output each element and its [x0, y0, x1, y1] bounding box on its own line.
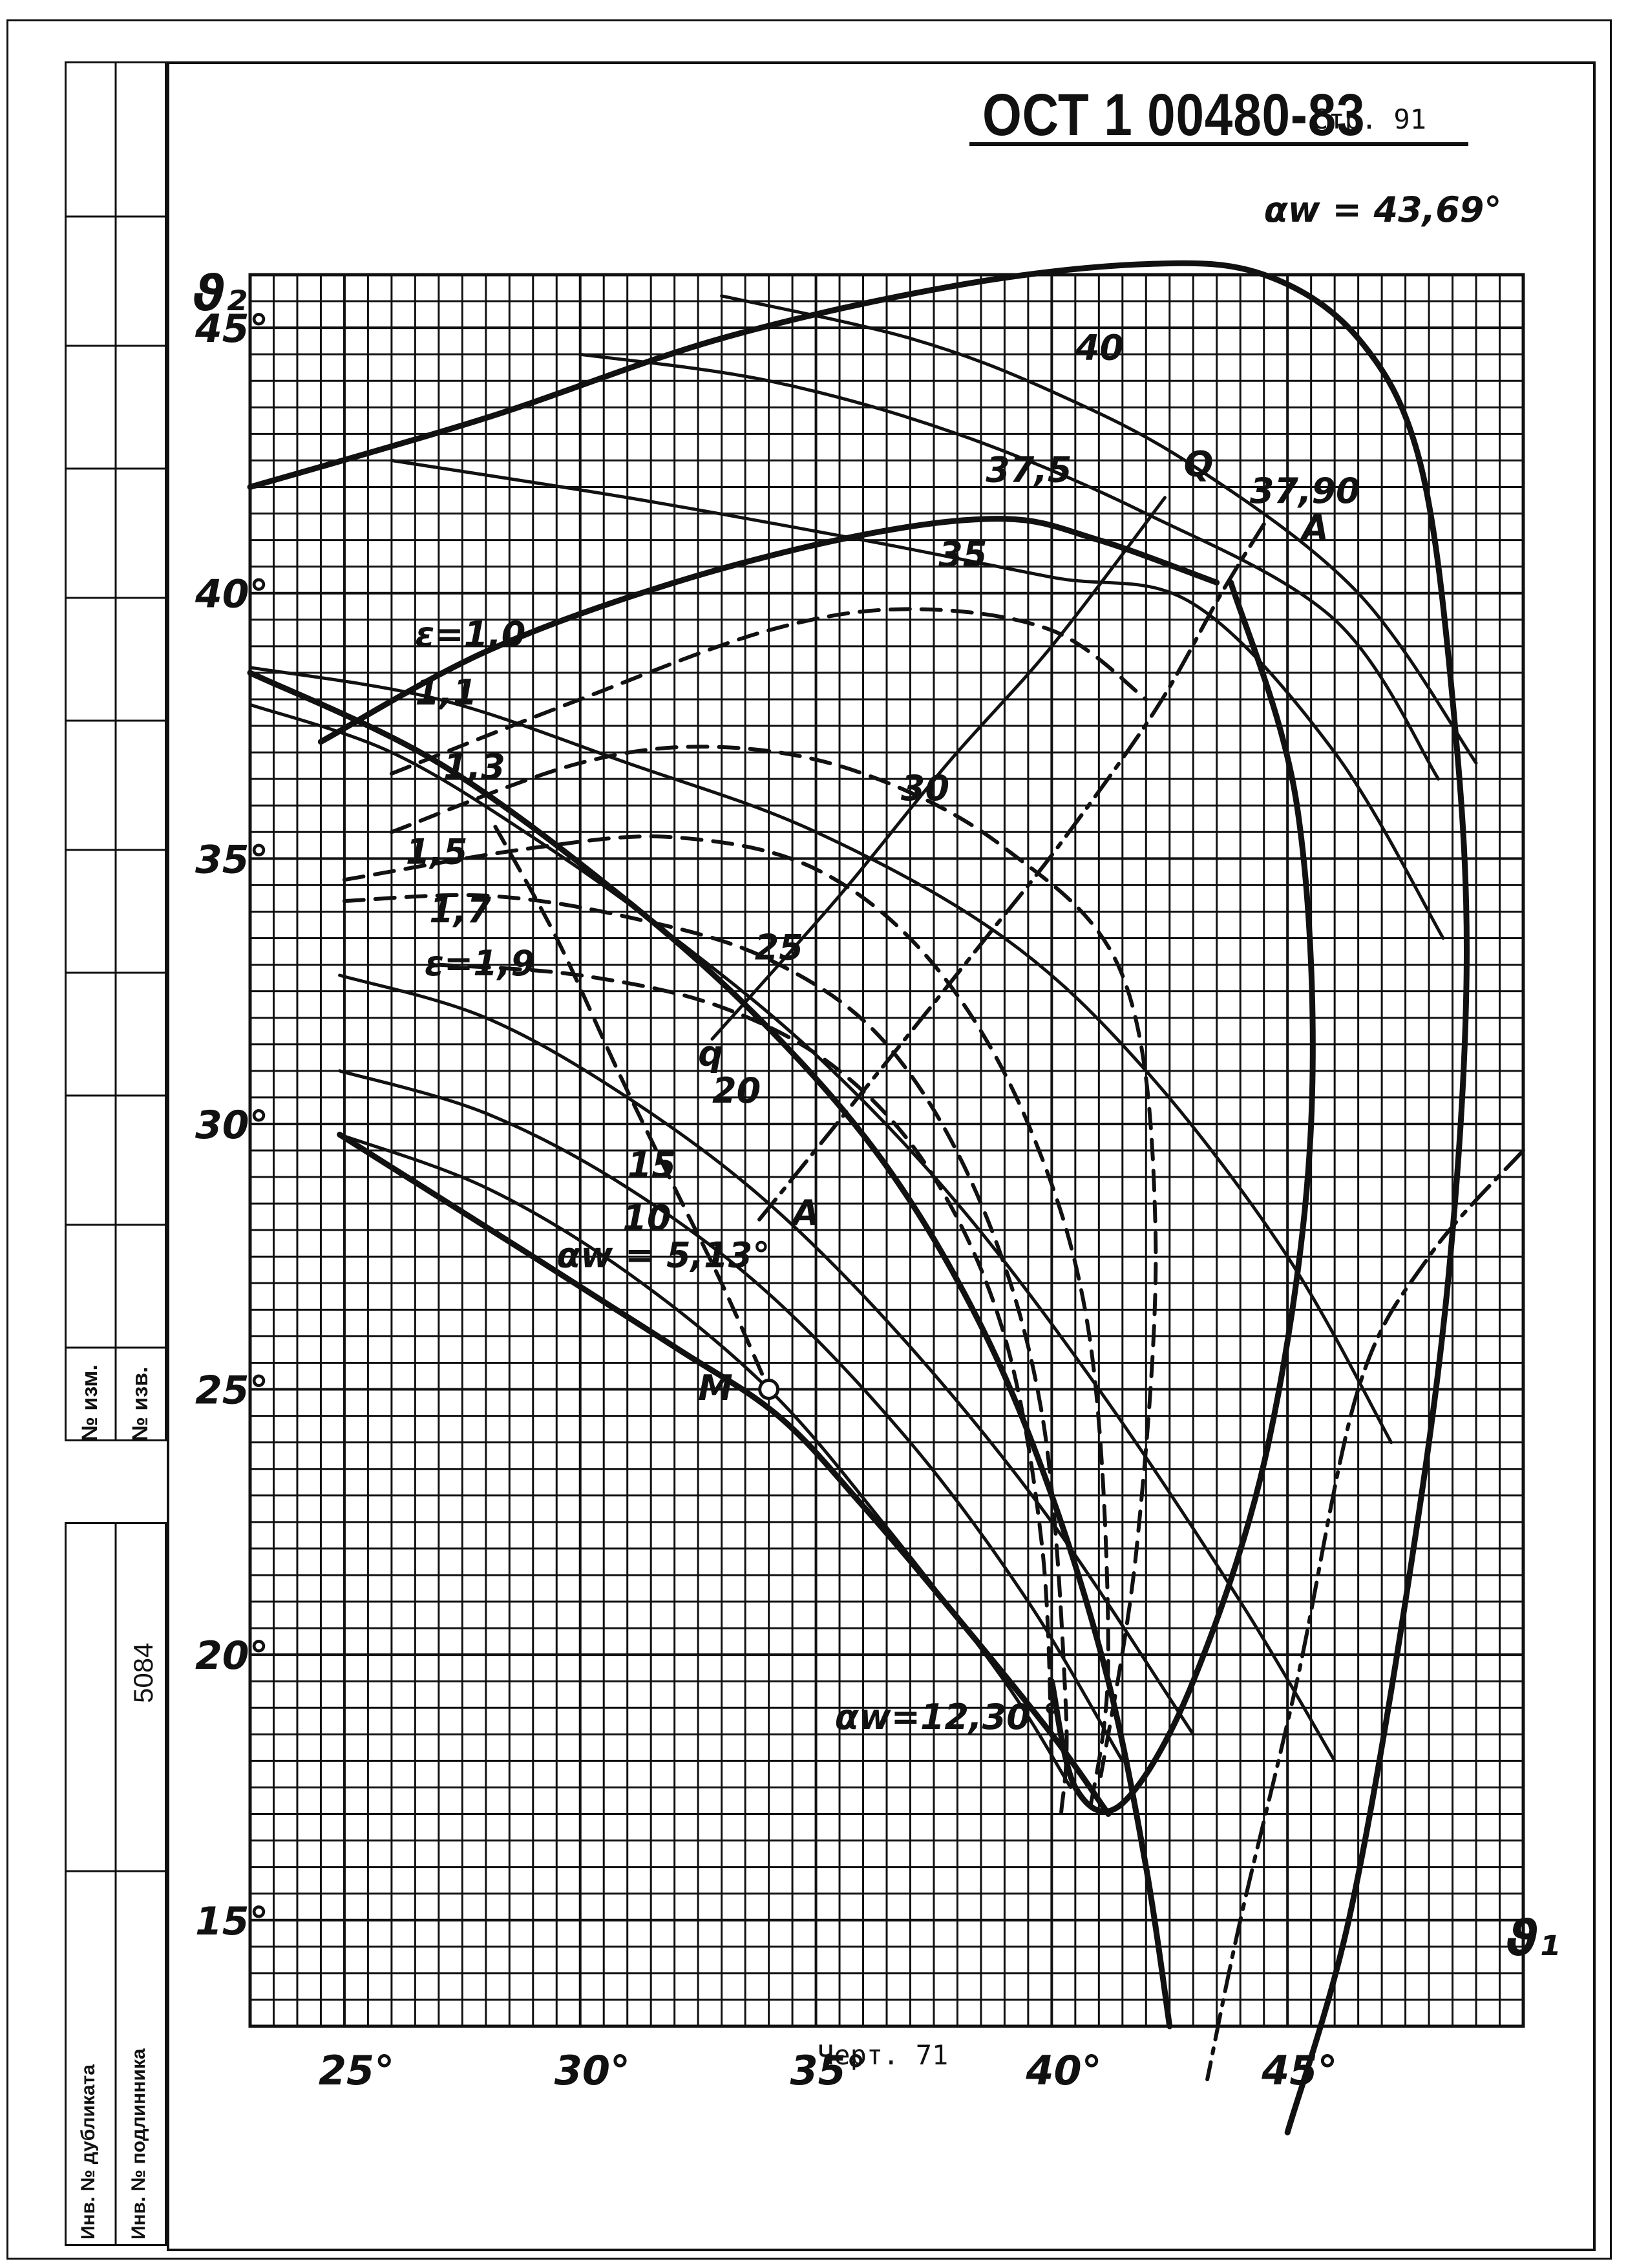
series-line-14: [389, 745, 1158, 1790]
annotation-label-14: 25: [755, 927, 803, 968]
series-line-17: [436, 962, 1054, 1763]
series-line-10: [247, 260, 1470, 2136]
series-line-21: [1205, 1149, 1525, 2082]
y-tick-label: 25°: [195, 1368, 269, 1414]
y-tick-label: 35°: [195, 837, 269, 882]
series-line-19: [757, 522, 1266, 1222]
series-line-1: [390, 458, 1445, 940]
annotation-label-2: 37,5: [986, 449, 1072, 490]
annotation-label-19: 10: [622, 1198, 671, 1238]
series-line-8: [337, 1131, 1112, 1817]
y-tick-label: 40°: [195, 572, 269, 617]
y-tick-label: 30°: [195, 1103, 269, 1148]
chart-ticks-layer: 25° 30° 35° 40° 45° 15° 20° 25° 30° 35° 40° 45°: [195, 306, 1337, 2094]
series-line-6: [338, 1069, 1125, 1763]
stamp-top: № изм. № изв.: [65, 61, 167, 1441]
x-tick-label: 30°: [555, 2047, 630, 2094]
annotation-label-11: 1,5: [406, 832, 468, 873]
annotation-label-22: αw=12,30 °: [835, 1697, 1061, 1737]
annotation-label-5: A: [1299, 508, 1329, 549]
outer-frame: [6, 19, 1612, 2260]
chart-series-layer: [247, 260, 1525, 2136]
series-line-18: [493, 825, 771, 1392]
annotation-label-0: αw = 43,69°: [1264, 189, 1502, 230]
series-line-15: [342, 834, 1110, 1816]
drawing-frame: [167, 61, 1596, 2251]
series-line-20: [710, 496, 1167, 1041]
series-line-3: [248, 666, 1393, 1445]
stamp-top-grid: [65, 61, 167, 1441]
annotation-label-21: M: [698, 1368, 733, 1408]
chart-grid: [248, 273, 1525, 2028]
annotation-label-20: αw = 5,13°: [556, 1235, 770, 1276]
point-marker-M: [758, 1379, 780, 1401]
stamp-bottom: 5084 Инв. № дубликата Инв. № подлинника: [65, 1522, 167, 2246]
annotation-label-13: ε=1,9: [425, 943, 535, 984]
annotation-label-10: 30: [901, 768, 949, 809]
y-tick-label: 20°: [195, 1633, 269, 1679]
document-header: ОСТ 1 00480-83 Стр. 91: [969, 78, 1474, 148]
annotation-label-12: 1,7: [429, 890, 491, 931]
stamp-bottom-grid: [65, 1522, 167, 2246]
x-tick-label: 40°: [1025, 2047, 1101, 2094]
annotation-label-8: 1,1: [415, 672, 477, 713]
annotation-label-1: 40: [1075, 327, 1124, 368]
series-line-13: [389, 607, 1148, 776]
annotation-label-4: 37,90: [1250, 471, 1360, 511]
series-line-11: [247, 670, 1173, 2030]
annotation-label-18: 15: [628, 1145, 676, 1185]
y-axis-label: ϑ₂: [193, 264, 247, 322]
chart-points-layer: [758, 1379, 780, 1401]
series-line-9: [317, 516, 1220, 745]
standard-code: ОСТ 1 00480-83: [982, 82, 1366, 148]
header-underline: [969, 142, 1468, 146]
annotation-label-7: ε=1,0: [415, 614, 525, 655]
series-line-5: [338, 973, 1195, 1736]
series-line-2: [720, 294, 1478, 765]
series-line-0: [578, 352, 1441, 781]
annotation-label-15: q: [698, 1033, 723, 1074]
annotation-label-6: 35: [938, 535, 987, 575]
series-line-7: [338, 1132, 1073, 1789]
series-line-4: [248, 703, 1336, 1763]
series-line-12: [1048, 579, 1316, 1815]
annotation-label-3: Q: [1184, 444, 1214, 485]
figure-caption: Черт. 71: [818, 2039, 949, 2071]
page-label: Стр. 91: [1312, 103, 1427, 135]
annotation-label-17: A: [790, 1192, 819, 1233]
x-axis-label: ϑ₁: [1506, 1909, 1560, 1967]
annotation-label-9: 1,3: [443, 747, 505, 787]
y-tick-label: 15°: [195, 1899, 269, 1944]
x-tick-label: 25°: [319, 2047, 394, 2094]
y-tick-label: 45°: [195, 306, 269, 352]
series-line-16: [342, 893, 1069, 1816]
x-tick-label: 35°: [790, 2047, 866, 2094]
x-tick-label: 45°: [1261, 2047, 1337, 2094]
annotation-label-16: 20: [712, 1070, 761, 1111]
